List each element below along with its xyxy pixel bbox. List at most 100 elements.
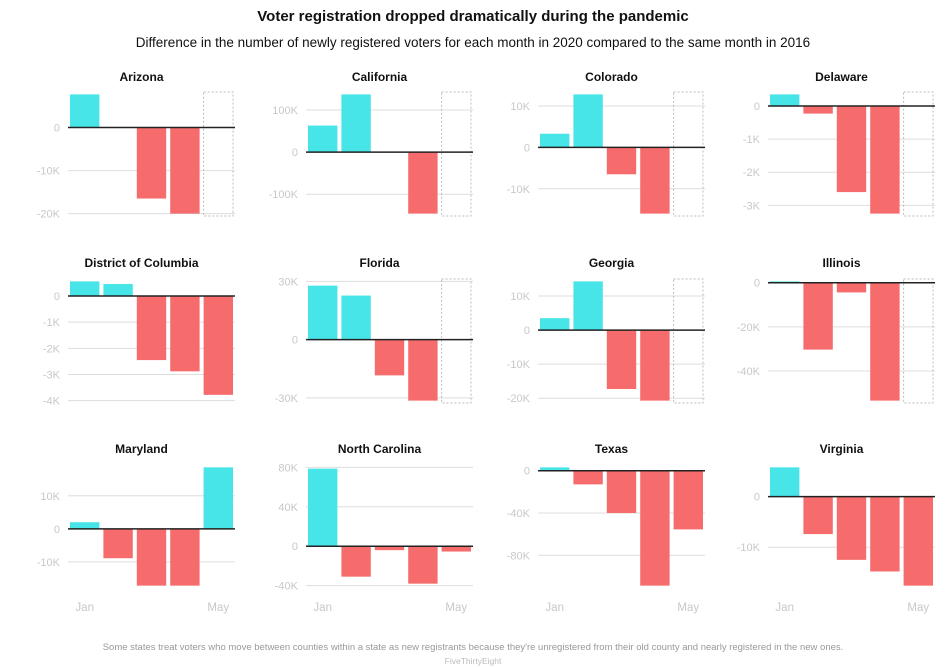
y-tick-label: -10K <box>507 184 531 196</box>
bar-apr <box>408 546 438 584</box>
missing-data-box <box>441 278 472 404</box>
y-tick-label: 0 <box>524 466 530 478</box>
panel-title: Florida <box>359 256 399 270</box>
y-tick-label: -10K <box>737 542 761 554</box>
y-tick-label: -40K <box>737 366 761 378</box>
y-tick-label: 0 <box>54 291 60 303</box>
bar-mar <box>606 330 637 390</box>
y-tick-label: 0 <box>754 492 760 504</box>
x-tick-label: Jan <box>545 602 564 614</box>
y-tick-label: 0 <box>292 541 298 553</box>
x-tick-label: Jan <box>775 602 794 614</box>
x-tick-label: May <box>677 602 699 614</box>
bar-feb <box>103 283 133 297</box>
bar-apr <box>408 152 438 214</box>
y-tick-label: 100K <box>272 105 298 117</box>
bar-apr <box>870 105 900 214</box>
source-credit: FiveThirtyEight <box>444 656 502 666</box>
bar-jan <box>70 522 100 529</box>
y-tick-label: -80K <box>507 550 531 562</box>
panel-title: Texas <box>595 442 628 456</box>
missing-data-box <box>903 278 934 404</box>
bar-apr <box>640 147 670 214</box>
y-tick-label: -1K <box>43 317 61 329</box>
y-tick-label: -10K <box>37 557 61 569</box>
bar-feb <box>341 94 371 153</box>
bar-feb <box>803 282 833 350</box>
y-tick-label: 0 <box>754 101 760 113</box>
y-tick-label: -2K <box>743 167 761 179</box>
bar-may <box>203 296 233 395</box>
x-tick-label: May <box>207 602 229 614</box>
y-tick-label: 10K <box>510 101 530 113</box>
bar-feb <box>803 105 833 114</box>
bar-jan <box>540 467 570 471</box>
y-tick-label: 0 <box>524 325 530 337</box>
bar-apr <box>170 528 200 586</box>
x-tick-label: Jan <box>75 602 94 614</box>
bar-mar <box>836 496 867 560</box>
bar-apr <box>870 282 900 401</box>
y-tick-label: 0 <box>292 147 298 159</box>
bar-apr <box>408 339 438 401</box>
y-tick-label: 0 <box>54 524 60 536</box>
y-tick-label: 30K <box>278 276 298 288</box>
y-tick-label: -4K <box>43 396 61 408</box>
y-tick-label: -30K <box>275 393 299 405</box>
y-tick-label: 0 <box>754 278 760 290</box>
x-tick-label: May <box>907 602 929 614</box>
bar-may <box>903 496 933 586</box>
bar-apr <box>640 470 670 586</box>
bar-jan <box>308 125 338 153</box>
bar-mar <box>136 528 167 586</box>
bar-may <box>203 467 233 529</box>
y-tick-label: -100K <box>269 189 299 201</box>
bar-jan <box>770 94 800 106</box>
bar-jan <box>540 133 570 148</box>
bar-jan <box>308 468 338 547</box>
bar-mar <box>136 296 167 361</box>
panel-title: Delaware <box>815 70 868 84</box>
panel-title: Arizona <box>119 70 163 84</box>
panel-title: Maryland <box>115 442 168 456</box>
bar-mar <box>836 282 867 293</box>
x-tick-label: Jan <box>313 602 332 614</box>
y-tick-label: -40K <box>507 508 531 520</box>
footnote: Some states treat voters who move betwee… <box>102 642 844 653</box>
missing-data-box <box>441 91 472 217</box>
bar-may <box>441 546 471 552</box>
bar-apr <box>170 127 200 214</box>
bar-apr <box>170 296 200 372</box>
y-tick-label: -20K <box>737 322 761 334</box>
bar-mar <box>136 127 167 199</box>
missing-data-box <box>673 91 704 217</box>
panel-title: Georgia <box>589 256 635 270</box>
bar-mar <box>606 470 637 514</box>
missing-data-box <box>673 278 704 404</box>
bar-apr <box>640 330 670 401</box>
missing-data-box <box>903 91 934 217</box>
y-tick-label: 0 <box>54 123 60 135</box>
bar-apr <box>870 496 900 572</box>
bar-jan <box>70 281 100 297</box>
x-tick-label: May <box>445 602 467 614</box>
chart-title: Voter registration dropped dramatically … <box>257 8 689 25</box>
panel-title: District of Columbia <box>84 256 198 270</box>
bar-feb <box>573 94 603 148</box>
bar-feb <box>573 281 603 331</box>
bar-may <box>673 470 703 530</box>
panel-title: Virginia <box>820 442 864 456</box>
y-tick-label: -1K <box>743 134 761 146</box>
panel-title: Colorado <box>585 70 638 84</box>
bar-mar <box>836 105 867 193</box>
y-tick-label: -3K <box>43 369 61 381</box>
panel-title: California <box>352 70 408 84</box>
bar-feb <box>573 470 603 485</box>
bar-feb <box>103 528 133 559</box>
panel-title: Illinois <box>822 256 860 270</box>
chart-subtitle: Difference in the number of newly regist… <box>135 35 811 50</box>
y-tick-label: -2K <box>43 343 61 355</box>
y-tick-label: 0 <box>524 142 530 154</box>
bar-jan <box>70 94 100 128</box>
